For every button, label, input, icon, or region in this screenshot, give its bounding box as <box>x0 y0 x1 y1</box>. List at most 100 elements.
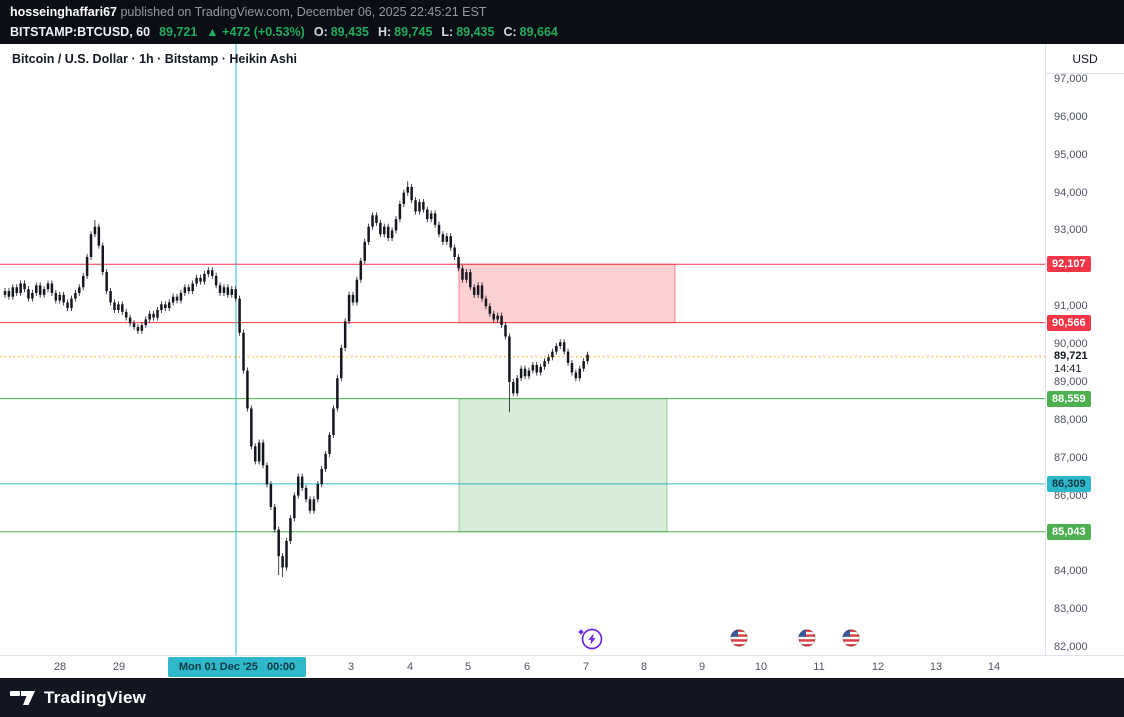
symbol-name: BITSTAMP:BTCUSD, 60 <box>10 25 151 39</box>
candle <box>132 323 136 328</box>
price-tick-label: 82,000 <box>1054 641 1088 653</box>
us-flag-event-icon[interactable] <box>798 629 816 647</box>
currency-toggle[interactable]: USD <box>1046 44 1124 74</box>
time-axis[interactable]: 28 29 3 4 5 6 7 8 9 10 11 12 13 14 Mon 01 Dec '25 00:0… <box>0 655 1124 678</box>
candle <box>214 275 218 286</box>
candle <box>445 236 449 242</box>
candle <box>234 289 237 299</box>
candle <box>156 309 159 318</box>
publish-text: published on TradingView.com, December 0… <box>116 5 487 19</box>
candle <box>480 285 484 299</box>
candle <box>508 336 511 382</box>
candle <box>285 540 288 568</box>
candle <box>320 469 323 485</box>
candle <box>222 287 226 293</box>
chart-panel: Bitcoin / U.S. Dollar · 1h · Bitstamp · … <box>0 44 1124 678</box>
us-flag-event-icon[interactable] <box>730 629 748 647</box>
tradingview-logo-icon[interactable] <box>10 688 36 708</box>
publish-info: hosseinghaffari67 published on TradingVi… <box>10 4 1114 21</box>
price-change: ▲ +472 (+0.53%) <box>206 25 305 39</box>
candle <box>128 317 132 324</box>
candle <box>328 434 331 454</box>
candle <box>414 200 417 212</box>
candle <box>570 363 574 373</box>
candle <box>351 294 355 303</box>
time-tick-label: 28 <box>53 661 67 673</box>
chart-legend-title[interactable]: Bitcoin / U.S. Dollar · 1h · Bitstamp · … <box>12 52 297 66</box>
candle <box>547 357 550 362</box>
candle <box>433 213 437 225</box>
candle <box>543 361 546 367</box>
candle <box>367 226 370 242</box>
candle <box>484 298 488 307</box>
candle <box>406 186 409 193</box>
candle <box>359 260 363 280</box>
candle <box>371 215 374 227</box>
candle <box>238 298 241 333</box>
time-tick-label: 3 <box>347 661 355 673</box>
price-tick-label: 95,000 <box>1054 148 1088 161</box>
demand-zone[interactable] <box>458 398 668 533</box>
candle <box>101 245 104 273</box>
candle <box>386 226 390 239</box>
candle <box>58 294 61 301</box>
candle <box>19 283 22 293</box>
price-tick-label: 89,000 <box>1054 375 1088 388</box>
session-date-label: Mon 01 Dec '25 00:00 <box>168 657 306 677</box>
candle <box>379 222 382 235</box>
candle <box>527 370 531 377</box>
price-level-badge: 92,107 <box>1047 256 1091 273</box>
candle <box>246 370 249 409</box>
candle <box>496 315 499 320</box>
candle <box>148 313 151 320</box>
candle <box>523 368 527 377</box>
candle <box>15 287 18 293</box>
price-level-badge: 88,559 <box>1047 390 1091 407</box>
candle <box>363 241 366 261</box>
candle <box>465 272 468 280</box>
candle <box>519 368 523 379</box>
purple-lightning-icon[interactable] <box>578 628 603 650</box>
candle <box>426 209 429 220</box>
candle <box>324 453 327 470</box>
candle <box>54 292 58 301</box>
current-price-label: 89,721 <box>1054 349 1088 362</box>
price-tick-label: 87,000 <box>1054 451 1088 464</box>
us-flag-event-icon[interactable] <box>842 629 860 647</box>
candle <box>203 274 206 282</box>
ohlc-l: L: 89,435 <box>441 25 495 39</box>
candle <box>515 378 519 394</box>
candle <box>105 272 108 292</box>
candle <box>539 366 542 373</box>
candle <box>453 247 456 257</box>
candle <box>117 304 120 310</box>
price-level-badge: 86,309 <box>1047 475 1091 492</box>
candle <box>449 236 452 248</box>
time-tick-label: 9 <box>698 661 706 673</box>
price-tick-label: 88,000 <box>1054 413 1088 426</box>
supply-zone[interactable] <box>458 263 676 324</box>
price-tick-label: 96,000 <box>1054 110 1088 123</box>
candle <box>578 368 582 379</box>
candle <box>265 465 269 485</box>
time-tick-label: 11 <box>813 661 825 673</box>
candle <box>78 287 81 293</box>
chart-canvas[interactable] <box>0 44 1045 655</box>
candle <box>531 364 535 371</box>
candle <box>187 287 191 292</box>
candle <box>179 292 183 301</box>
candle <box>429 213 433 220</box>
candle <box>269 484 273 507</box>
tradingview-brand[interactable]: TradingView <box>44 687 147 707</box>
candle <box>340 347 343 379</box>
candle <box>31 292 34 299</box>
candle <box>558 342 562 346</box>
ohlc-values: O: 89,435 H: 89,745 L: 89,435 C: 89,664 <box>314 24 558 41</box>
candle <box>97 226 101 246</box>
candle <box>66 302 69 309</box>
candle <box>42 289 46 295</box>
candle <box>81 275 85 288</box>
candle <box>160 304 163 310</box>
candle <box>422 202 425 210</box>
price-axis[interactable]: USD 97,00096,00095,00094,00093,00092,000… <box>1045 44 1124 655</box>
